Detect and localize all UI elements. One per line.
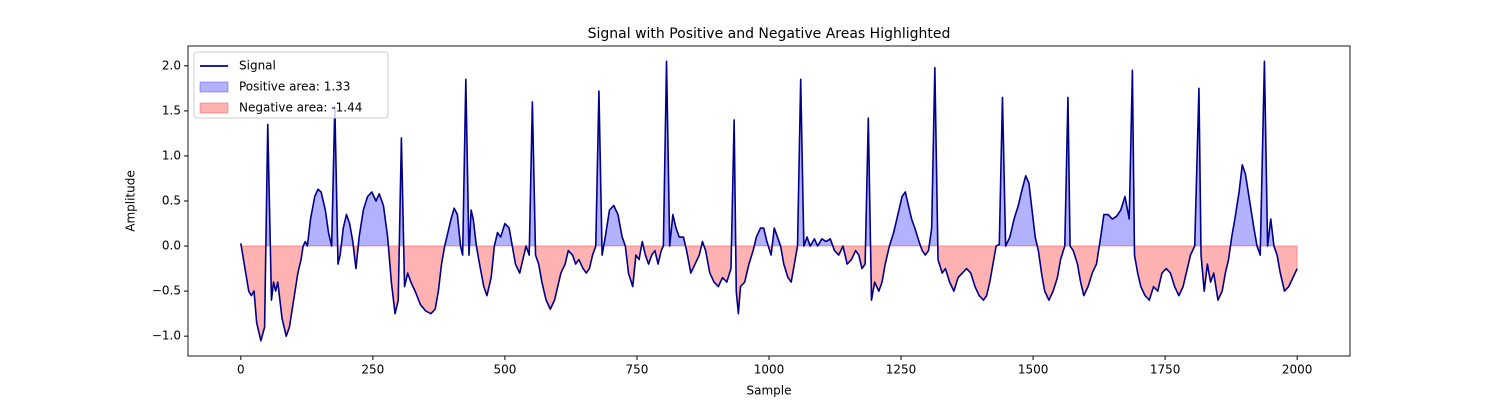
x-tick-label: 1750 [1150,363,1181,377]
x-tick-label: 750 [626,363,649,377]
y-axis-label: Amplitude [124,170,138,232]
x-tick-label: 2000 [1282,363,1313,377]
y-tick-label: 0.5 [162,194,181,208]
signal-line [240,60,1298,342]
x-tick-label: 250 [361,363,384,377]
chart-title: Signal with Positive and Negative Areas … [588,26,951,42]
x-tick-label: 1500 [1018,363,1049,377]
y-tick-label: 0.0 [162,239,181,253]
x-axis-label: Sample [747,384,792,398]
legend-label: Positive area: 1.33 [239,80,350,94]
legend-patch [199,102,229,114]
legend-patch [199,81,229,93]
x-tick-label: 1000 [754,363,785,377]
y-tick-label: 1.5 [162,103,181,117]
y-tick-label: 2.0 [162,58,181,72]
legend-box [193,51,389,119]
x-tick-label: 0 [237,363,245,377]
plot-frame [187,45,1351,357]
legend-label: Signal [239,59,276,73]
legend-label: Negative area: -1.44 [239,101,362,115]
y-tick-label: 1.0 [162,148,181,162]
y-tick-label: −1.0 [152,329,181,343]
y-tick-label: −0.5 [152,284,181,298]
x-tick-label: 500 [493,363,516,377]
x-tick-label: 1250 [886,363,917,377]
